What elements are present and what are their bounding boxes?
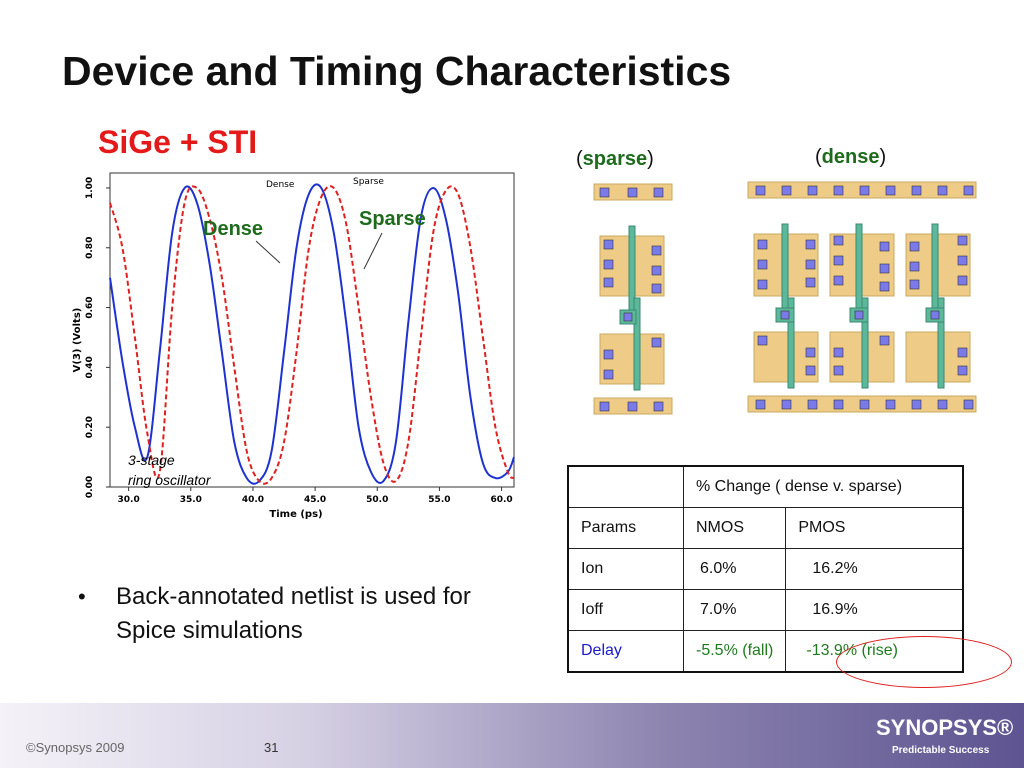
copyright-text: ©Synopsys 2009 [26,740,125,755]
table-cell-param: Ion [567,548,684,590]
plot-area [109,172,515,488]
sparse-pointer-line [363,232,383,270]
y-tick-label: 0.00 [85,476,95,498]
logo-tagline: Predictable Success [892,745,990,756]
table-row: Ioff 7.0% 16.9% [567,589,964,631]
slide-title: Device and Timing Characteristics [62,48,732,94]
table-cell-nmos: NMOS [682,507,787,549]
table-cell-empty [567,465,684,508]
synopsys-logo: SYNOPSYS® [876,715,1014,740]
table-cell-param: Delay [567,630,684,673]
bullet-marker: • [78,584,86,609]
y-tick-label: 0.80 [85,237,95,259]
table-cell-nmos: 6.0% [682,548,787,590]
x-axis-label: Time (ps) [269,509,322,520]
dense-layout-label: (dense) [815,146,887,168]
table-row: Ion 6.0% 16.2% [567,548,964,590]
series-line-sparse [109,185,515,485]
x-tick-label: 45.0 [304,495,326,505]
x-tick-label: 50.0 [366,495,388,505]
oscillator-note-line1: 3-stage [128,452,175,468]
sparse-layout-label: (sparse) [576,148,654,170]
y-tick-label: 1.00 [85,177,95,199]
dense-pointer-line [255,240,281,264]
y-tick-label: 0.20 [85,416,95,438]
dense-layout-diagram [747,181,977,413]
table-header: % Change ( dense v. sparse) [683,465,964,508]
percent-change-table: % Change ( dense v. sparse) Params NMOS … [567,465,965,673]
slide-subtitle: SiGe + STI [98,124,258,160]
table-cell-param: Params [567,507,684,549]
sparse-large-label: Sparse [359,208,426,230]
y-tick-label: 0.40 [85,356,95,378]
oscillator-note-line2: ring oscillator [128,472,212,488]
table-row: Params NMOS PMOS [567,507,964,549]
table-cell-pmos: PMOS [785,507,964,549]
x-tick-label: 40.0 [242,495,264,505]
x-tick-label: 55.0 [428,495,450,505]
series-line-dense [109,183,515,485]
table-cell-nmos: 7.0% [682,589,787,631]
x-tick-label: 35.0 [180,495,202,505]
y-axis-label: V(3) (Volts) [72,308,83,373]
table-header-row: % Change ( dense v. sparse) [567,465,964,508]
oscillator-waveform-chart: 0.00 0.20 0.40 0.60 0.80 1.00 30.0 35.0 40.0 45.… [72,172,515,520]
table-cell-pmos: 16.2% [785,548,964,590]
highlight-ellipse [836,636,1012,688]
table-cell-param: Ioff [567,589,684,631]
y-tick-label: 0.60 [85,296,95,318]
table-cell-nmos: -5.5% (fall) [682,630,787,673]
table-cell-pmos: 16.9% [785,589,964,631]
bullet-text: Back-annotated netlist is used for Spice… [116,583,471,644]
page-number: 31 [264,740,279,755]
x-tick-label: 30.0 [118,495,140,505]
dense-small-label: Dense [266,180,295,190]
x-tick-label: 60.0 [490,495,512,505]
dense-large-label: Dense [203,218,263,240]
sparse-small-label: Sparse [353,177,384,187]
sparse-layout-diagram [593,183,673,415]
footer-bar [0,703,1024,768]
